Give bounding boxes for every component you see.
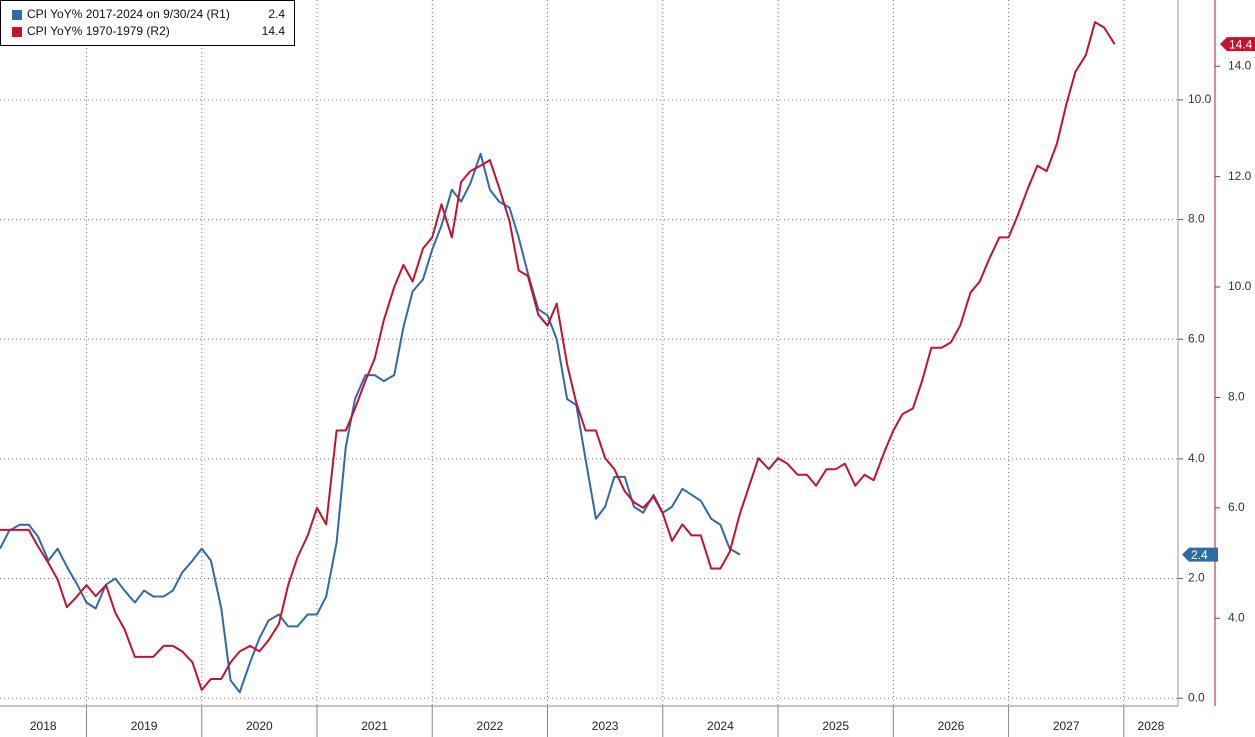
y-tick-label: 4.0	[1188, 451, 1205, 465]
legend-label: CPI YoY% 1970-1979 (R2)	[27, 24, 170, 38]
legend: CPI YoY% 2017-2024 on 9/30/24 (R1) 2.4 CPI…	[0, 0, 295, 46]
y-tick-label: 6.0	[1188, 331, 1205, 345]
x-tick-label: 2018	[30, 719, 57, 733]
legend-swatch	[12, 27, 22, 37]
x-tick-label: 2024	[707, 719, 734, 733]
x-tick-label: 2028	[1138, 719, 1165, 733]
end-value-label: 2.4	[1191, 548, 1208, 562]
legend-value: 14.4	[262, 24, 286, 38]
legend-box	[0, 0, 295, 46]
end-value-tag	[1220, 37, 1255, 52]
x-tick-label: 2023	[592, 719, 619, 733]
x-tick-label: 2025	[822, 719, 849, 733]
y-tick-label: 10.0	[1188, 92, 1212, 106]
y2-tick-label: 8.0	[1228, 390, 1245, 404]
x-tick-label: 2020	[246, 719, 273, 733]
end-value-tag	[1182, 547, 1218, 562]
y-tick-label: 2.0	[1188, 571, 1205, 585]
y2-tick-label: 6.0	[1228, 500, 1245, 514]
series-line	[0, 152, 741, 694]
y2-tick-label: 12.0	[1228, 169, 1252, 183]
y-tick-label: 8.0	[1188, 212, 1205, 226]
x-tick-label: 2019	[131, 719, 158, 733]
x-tick-label: 2022	[477, 719, 504, 733]
y2-tick-label: 14.0	[1228, 58, 1252, 72]
x-tick-label: 2021	[361, 719, 388, 733]
end-value-label: 14.4	[1229, 37, 1253, 51]
y-tick-label: 0.0	[1188, 690, 1205, 704]
legend-label: CPI YoY% 2017-2024 on 9/30/24 (R1)	[27, 7, 230, 21]
y2-tick-label: 4.0	[1228, 610, 1245, 624]
legend-value: 2.4	[268, 7, 285, 21]
legend-swatch	[12, 10, 22, 20]
x-tick-label: 2027	[1053, 719, 1080, 733]
y2-tick-label: 10.0	[1228, 279, 1252, 293]
series-line	[0, 21, 1116, 691]
x-tick-label: 2026	[938, 719, 965, 733]
